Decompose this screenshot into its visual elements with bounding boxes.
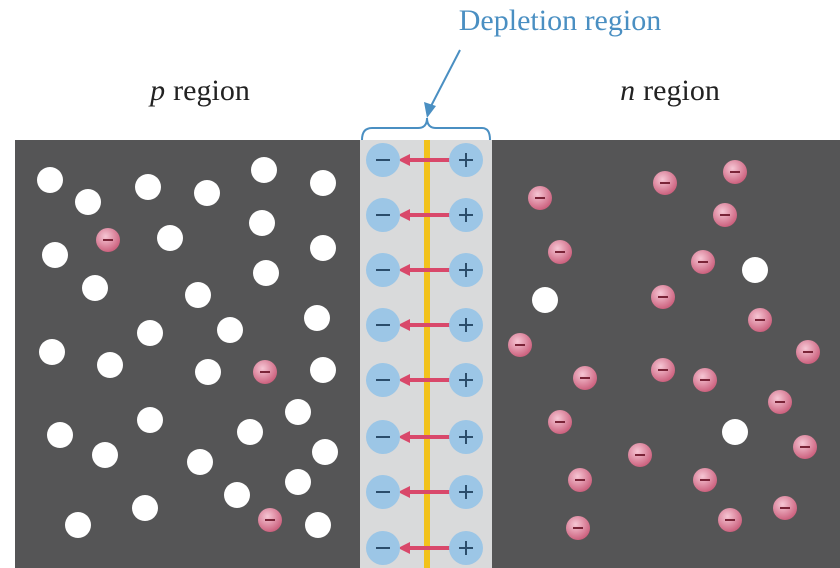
hole <box>742 257 768 283</box>
hole <box>249 210 275 236</box>
hole <box>251 157 277 183</box>
hole <box>39 339 65 365</box>
hole <box>65 512 91 538</box>
p-letter: p <box>148 74 165 107</box>
hole <box>135 174 161 200</box>
hole <box>75 189 101 215</box>
hole <box>187 449 213 475</box>
hole <box>47 422 73 448</box>
hole <box>37 167 63 193</box>
hole <box>237 419 263 445</box>
hole <box>285 469 311 495</box>
hole <box>92 442 118 468</box>
hole <box>305 512 331 538</box>
hole <box>217 317 243 343</box>
p-rest: region <box>173 74 250 107</box>
brace <box>362 118 490 140</box>
hole <box>310 235 336 261</box>
hole <box>285 399 311 425</box>
hole <box>722 419 748 445</box>
hole <box>185 282 211 308</box>
hole <box>312 439 338 465</box>
hole <box>82 275 108 301</box>
hole <box>42 242 68 268</box>
pointer-head <box>424 102 436 118</box>
hole <box>157 225 183 251</box>
diagram: Depletion region pregion nregion <box>0 0 840 568</box>
hole <box>97 352 123 378</box>
hole <box>132 495 158 521</box>
hole <box>304 305 330 331</box>
hole <box>195 359 221 385</box>
hole <box>137 407 163 433</box>
hole <box>137 320 163 346</box>
hole <box>310 170 336 196</box>
junction <box>424 140 430 568</box>
n-letter: n <box>620 74 635 107</box>
n-rest: region <box>643 74 720 107</box>
pointer-line <box>430 50 460 108</box>
hole <box>310 357 336 383</box>
hole <box>194 180 220 206</box>
hole <box>532 287 558 313</box>
hole <box>224 482 250 508</box>
hole <box>253 260 279 286</box>
depletion-label: Depletion region <box>459 4 661 37</box>
